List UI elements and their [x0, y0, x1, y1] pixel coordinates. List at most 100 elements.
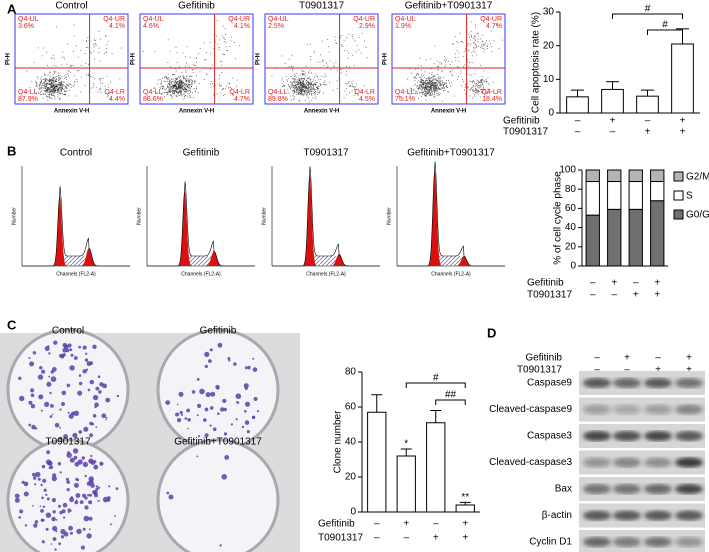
colony [93, 460, 97, 463]
y-axis-label: PI-H [6, 53, 12, 65]
dot [444, 66, 446, 67]
dot [227, 49, 229, 51]
dot [317, 87, 318, 89]
dot [315, 98, 317, 100]
dot [354, 88, 356, 90]
dot [297, 87, 298, 89]
dot [434, 92, 436, 93]
dot [475, 88, 476, 90]
bar-segment [628, 208, 643, 267]
dot [47, 89, 48, 90]
y-tick-label: 40 [345, 437, 357, 448]
dot [463, 81, 464, 83]
colony [236, 401, 240, 404]
dot [58, 98, 60, 100]
dot [179, 91, 181, 92]
dot [415, 93, 417, 94]
dot [430, 92, 431, 94]
dot [55, 87, 57, 89]
dot [444, 83, 445, 85]
dot [171, 78, 172, 80]
dot [292, 86, 294, 88]
colony [187, 427, 189, 430]
dot [52, 86, 54, 88]
dot [230, 40, 232, 42]
dot [166, 93, 168, 95]
colony [89, 433, 93, 438]
dot [470, 43, 472, 45]
dot [475, 44, 477, 46]
dot [51, 79, 53, 81]
dot [160, 84, 162, 85]
dot [187, 86, 189, 87]
dot [169, 90, 170, 92]
dot [47, 96, 49, 98]
dot [42, 83, 44, 84]
dot [433, 97, 435, 98]
dot [217, 43, 219, 45]
dot [311, 100, 313, 101]
dot [471, 89, 473, 91]
dot [86, 41, 87, 43]
colony [246, 430, 250, 434]
dot [462, 79, 463, 81]
dot [457, 42, 459, 44]
dot [73, 86, 74, 88]
dot [318, 85, 320, 87]
dot [161, 82, 162, 84]
dot [164, 96, 165, 98]
dot [40, 85, 42, 87]
dot [54, 86, 56, 88]
dot [102, 78, 104, 79]
dot [51, 98, 53, 100]
dot [432, 92, 433, 94]
colony [67, 508, 71, 512]
colony [38, 394, 44, 400]
bar-segment [650, 181, 665, 202]
condition-sign: + [624, 353, 630, 364]
band [675, 404, 703, 415]
dot [296, 86, 297, 88]
colony [49, 391, 52, 395]
condition-sign: – [594, 365, 600, 376]
dot [471, 55, 473, 57]
dot [439, 87, 440, 89]
dot [232, 93, 234, 95]
dot [487, 77, 489, 78]
condition-sign: – [575, 127, 581, 138]
dot [468, 42, 470, 44]
dot [57, 87, 58, 89]
dot [445, 86, 447, 88]
dot [490, 43, 492, 45]
dot [67, 84, 69, 86]
dot [190, 79, 192, 80]
dot [481, 91, 482, 93]
dot [326, 63, 328, 65]
dot [186, 64, 188, 66]
dot [299, 80, 301, 82]
colony [217, 342, 223, 348]
dot [476, 83, 477, 84]
dot [172, 91, 174, 93]
dot [189, 80, 191, 82]
dot [433, 90, 435, 92]
dot [295, 84, 297, 85]
colony [61, 390, 67, 396]
colony [53, 340, 58, 345]
dot [318, 78, 319, 80]
dot [189, 88, 191, 90]
dot [45, 79, 47, 81]
plot-frame [264, 13, 379, 105]
y-axis-label: Cell apoptosis rate (%) [531, 12, 542, 113]
dot [173, 74, 175, 75]
dot [464, 86, 466, 88]
dot [305, 91, 307, 93]
dot [61, 85, 63, 87]
dot [205, 59, 206, 60]
dot [300, 86, 301, 88]
dot [430, 89, 432, 90]
dot [63, 75, 65, 77]
dot [315, 95, 317, 97]
dot [184, 83, 186, 85]
colony [92, 414, 97, 418]
